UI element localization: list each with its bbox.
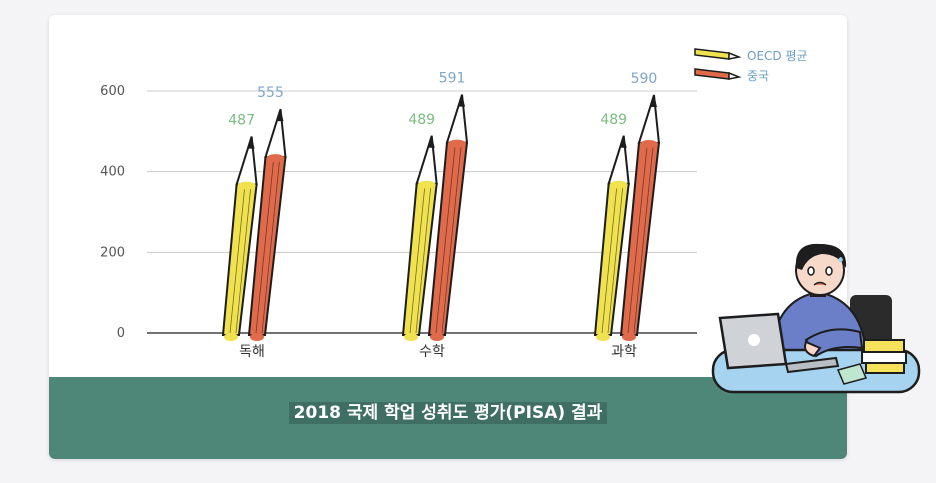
- person-at-laptop-illustration: [711, 243, 921, 394]
- data-label: 555: [257, 85, 284, 101]
- legend-label: 중국: [747, 69, 769, 83]
- y-tick-label: 400: [100, 165, 125, 180]
- data-label: 591: [439, 71, 466, 87]
- data-label: 489: [600, 112, 627, 128]
- legend-swatch-1: [694, 68, 742, 80]
- data-label: 590: [631, 71, 658, 87]
- china-pencil-bar-2: [619, 94, 661, 341]
- y-tick-label: 0: [117, 326, 125, 341]
- data-label: 487: [228, 113, 255, 129]
- legend-label: OECD 평균: [747, 49, 808, 63]
- y-tick-label: 600: [100, 84, 125, 99]
- data-label: 489: [408, 112, 435, 128]
- oecd-pencil-bar-0: [221, 136, 258, 341]
- chart-card: 0 200 400 600 487 489 489 555 591 590 독해 수학 과학 OECD 평…: [49, 15, 847, 459]
- oecd-pencil-bar-2: [593, 135, 630, 341]
- china-pencil-bar-0: [247, 108, 287, 341]
- chart: 0 200 400 600 487 489 489 555 591 590 독해 수학 과학 OECD 평…: [100, 48, 808, 360]
- x-tick-label: 수학: [419, 344, 445, 360]
- x-tick-label: 독해: [239, 344, 265, 360]
- legend-swatch-0: [694, 48, 742, 60]
- oecd-pencil-bar-1: [401, 135, 438, 341]
- chart-caption: 2018 국제 학업 성취도 평가(PISA) 결과: [288, 402, 608, 424]
- y-tick-label: 200: [100, 245, 125, 260]
- x-tick-label: 과학: [611, 344, 637, 360]
- china-pencil-bar-1: [427, 94, 469, 341]
